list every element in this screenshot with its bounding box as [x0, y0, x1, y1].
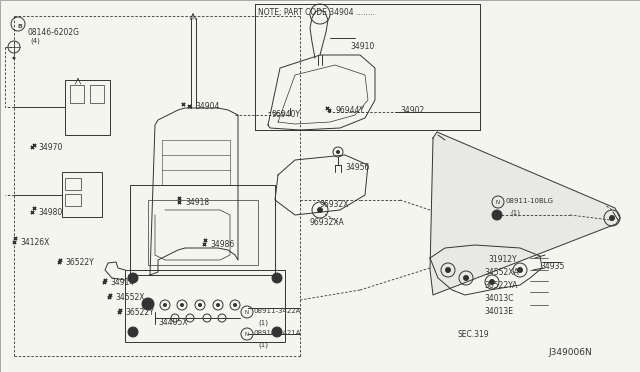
Text: 34935: 34935 — [540, 262, 564, 271]
Polygon shape — [430, 132, 620, 295]
Text: 34980: 34980 — [38, 208, 62, 217]
Circle shape — [142, 298, 154, 310]
Text: (4): (4) — [30, 38, 40, 45]
Text: N: N — [496, 199, 500, 205]
Text: N: N — [245, 310, 249, 314]
Text: 34910: 34910 — [350, 42, 374, 51]
Circle shape — [163, 303, 167, 307]
Bar — [90, 85, 104, 103]
Circle shape — [517, 267, 523, 273]
Bar — [65, 178, 81, 190]
Text: (1): (1) — [258, 320, 268, 327]
Circle shape — [13, 57, 15, 60]
Text: 96940Y: 96940Y — [272, 110, 301, 119]
Circle shape — [180, 303, 184, 307]
Text: B: B — [18, 25, 22, 29]
Text: 34914: 34914 — [110, 278, 134, 287]
Bar — [65, 194, 81, 206]
Circle shape — [145, 301, 150, 307]
Text: 34904: 34904 — [195, 102, 220, 111]
Text: 08146-6202G: 08146-6202G — [28, 28, 80, 37]
Text: J349006N: J349006N — [548, 348, 592, 357]
Circle shape — [131, 330, 135, 334]
Text: 34970: 34970 — [38, 143, 62, 152]
Text: 34902: 34902 — [400, 106, 424, 115]
Circle shape — [128, 273, 138, 283]
Text: 31912Y: 31912Y — [488, 255, 516, 264]
Text: 96944Y: 96944Y — [335, 106, 364, 115]
Circle shape — [128, 327, 138, 337]
Text: (1): (1) — [510, 210, 520, 217]
Text: SEC.319: SEC.319 — [458, 330, 490, 339]
Text: 34552X: 34552X — [115, 293, 145, 302]
Circle shape — [275, 276, 279, 280]
Bar — [62, 172, 102, 217]
Text: (1): (1) — [258, 342, 268, 349]
Circle shape — [489, 279, 495, 285]
Text: 96932X: 96932X — [320, 200, 349, 209]
Circle shape — [216, 303, 220, 307]
Text: B: B — [18, 25, 22, 29]
Text: 34956: 34956 — [345, 163, 369, 172]
Text: 34552XA: 34552XA — [484, 268, 519, 277]
Text: 36522YA: 36522YA — [484, 281, 517, 290]
Circle shape — [609, 215, 615, 221]
Circle shape — [495, 213, 499, 217]
Bar — [130, 185, 275, 275]
Text: 34126X: 34126X — [20, 238, 49, 247]
Circle shape — [336, 150, 340, 154]
Text: NOTE; PART CODE 34904 ........: NOTE; PART CODE 34904 ........ — [258, 8, 375, 17]
Text: 34405X: 34405X — [158, 318, 188, 327]
Bar — [70, 85, 84, 103]
Circle shape — [272, 273, 282, 283]
Text: 08911-10BLG: 08911-10BLG — [505, 198, 553, 204]
Circle shape — [131, 276, 135, 280]
Text: 36522Y: 36522Y — [65, 258, 93, 267]
Circle shape — [317, 207, 323, 213]
Text: 34918: 34918 — [185, 198, 209, 207]
Text: 08916-3421A: 08916-3421A — [253, 330, 301, 336]
Circle shape — [198, 303, 202, 307]
Circle shape — [463, 275, 469, 281]
Text: 34013C: 34013C — [484, 294, 513, 303]
Bar — [125, 270, 285, 342]
Text: 34013E: 34013E — [484, 307, 513, 316]
Circle shape — [272, 327, 282, 337]
Text: 96932XA: 96932XA — [310, 218, 345, 227]
Circle shape — [492, 210, 502, 220]
Text: N: N — [245, 331, 249, 337]
Bar — [65, 80, 110, 135]
Text: 08911-3422A: 08911-3422A — [253, 308, 300, 314]
Circle shape — [275, 330, 279, 334]
Text: 34986: 34986 — [210, 240, 234, 249]
Circle shape — [233, 303, 237, 307]
Circle shape — [445, 267, 451, 273]
Text: 36522Y: 36522Y — [125, 308, 154, 317]
Bar — [148, 200, 258, 265]
